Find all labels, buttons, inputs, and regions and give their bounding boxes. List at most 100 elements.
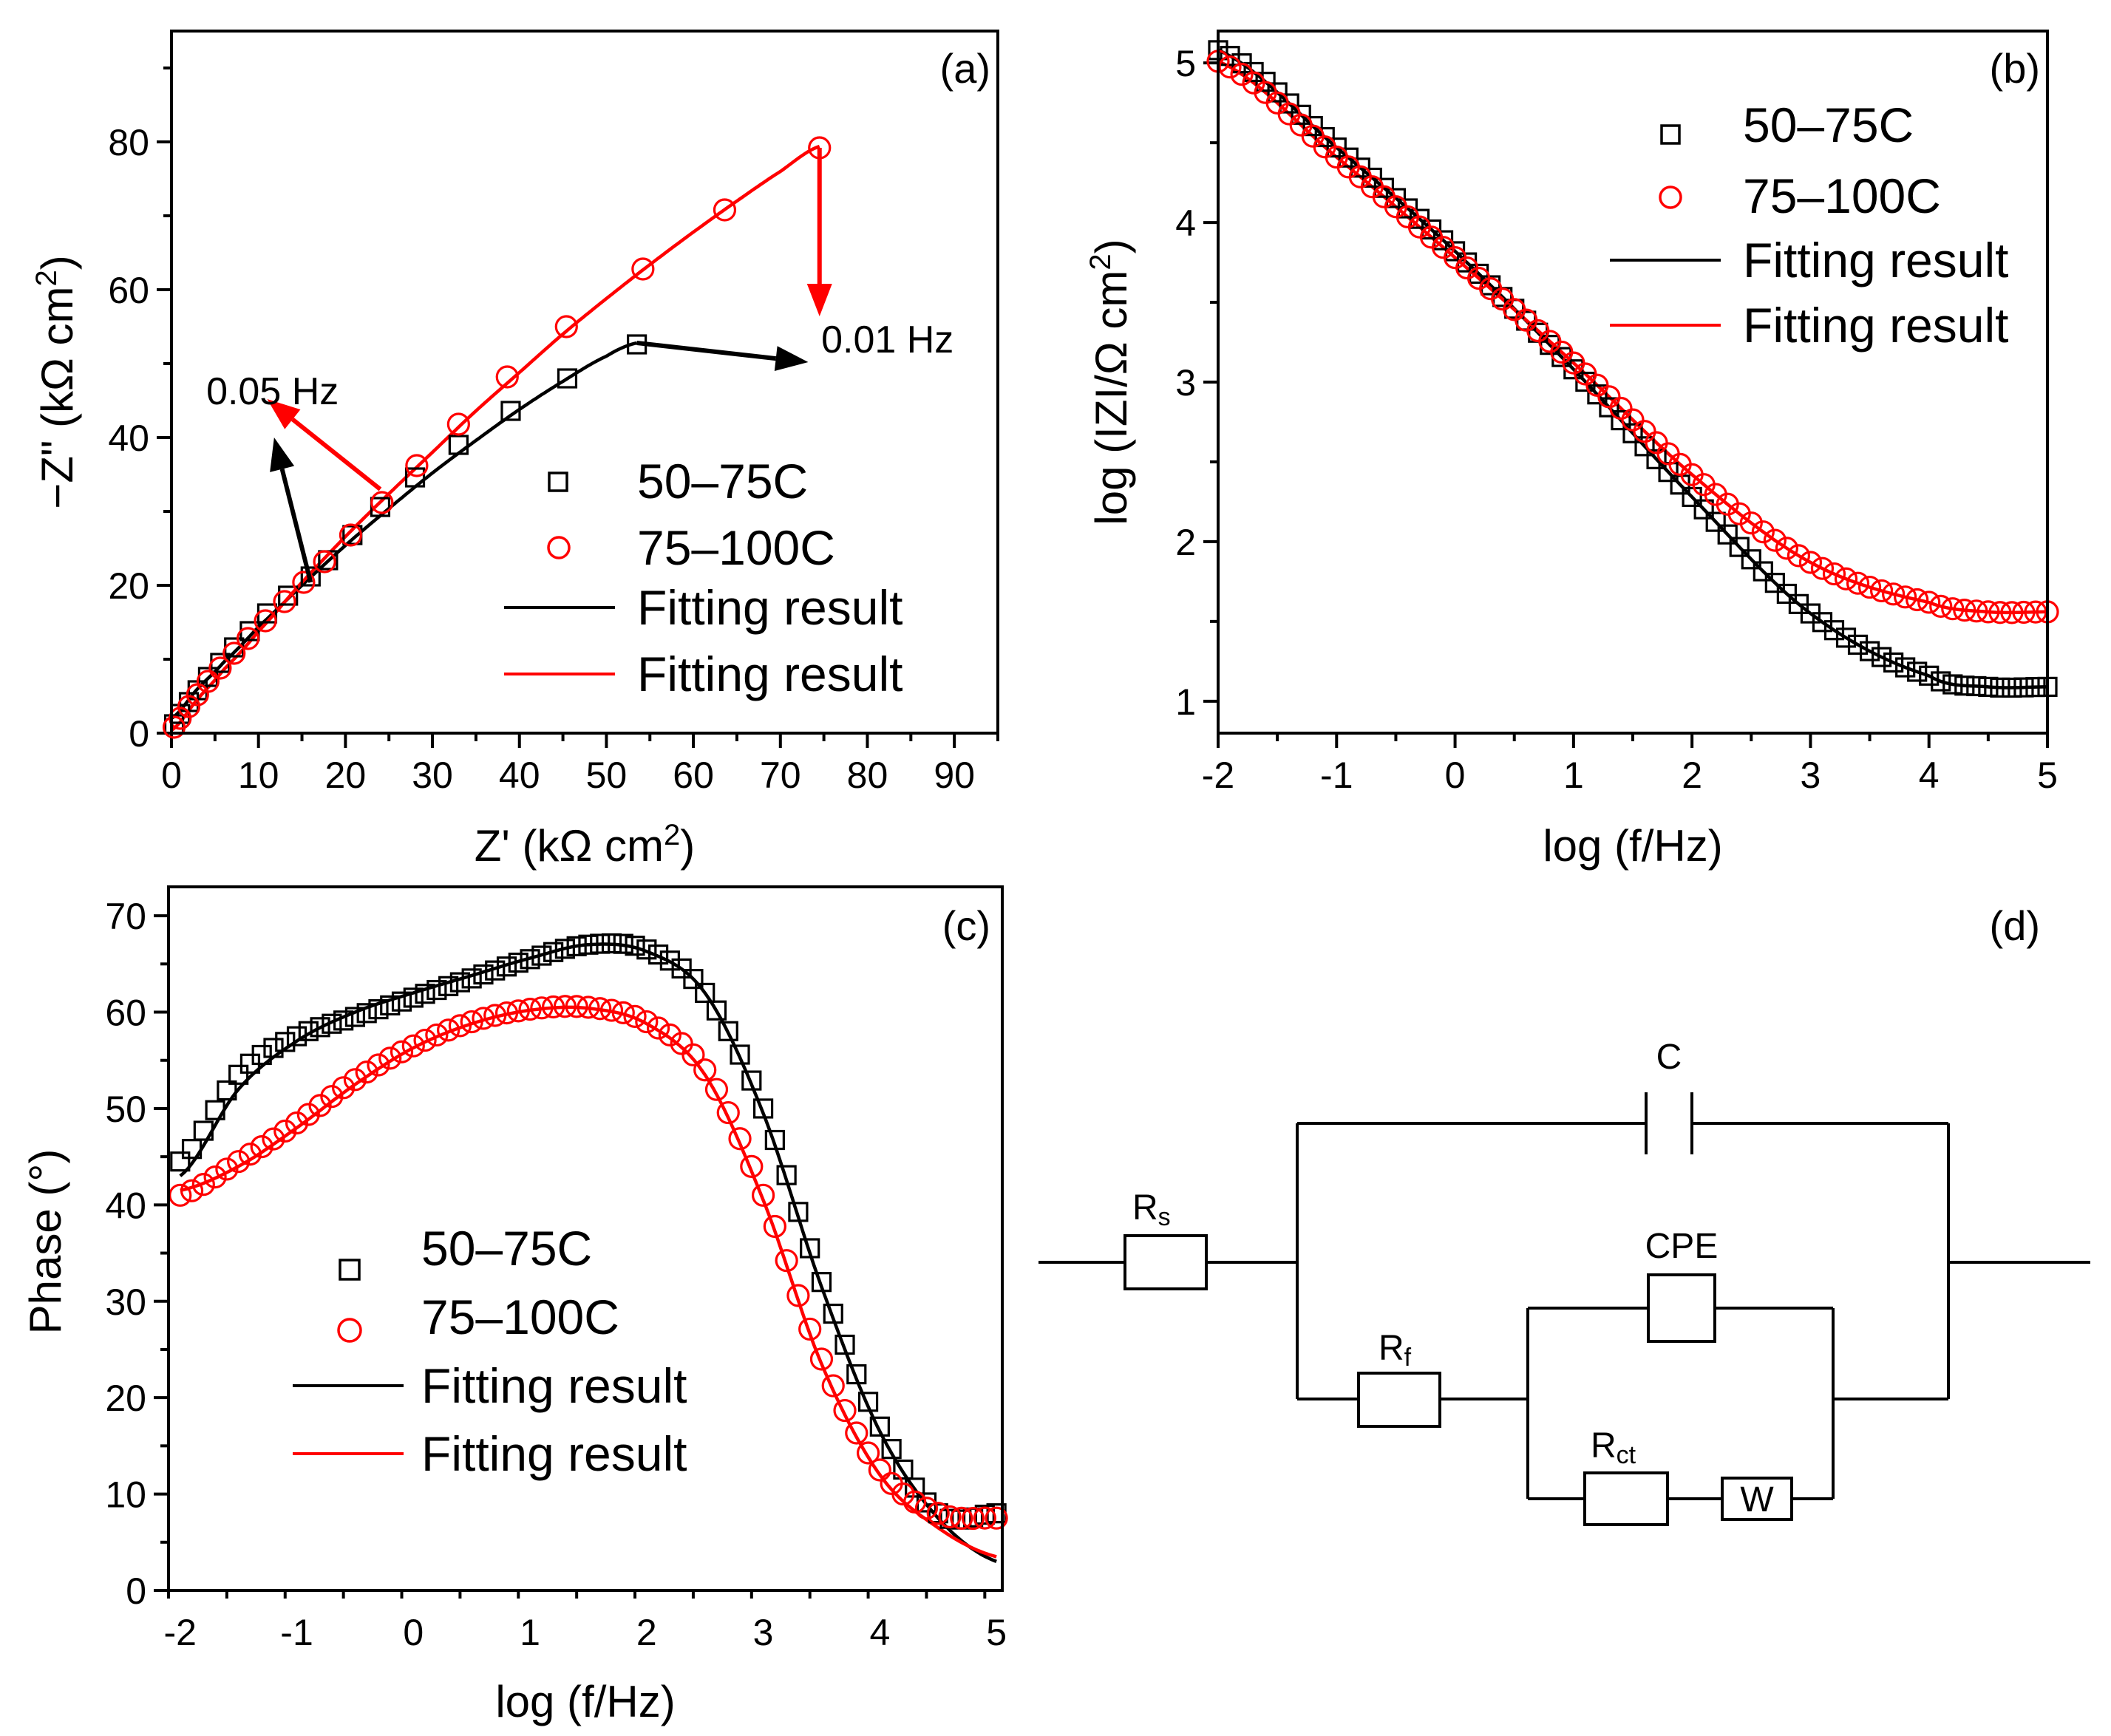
panel-a: 0 10 20 30 40 50 60 70 80 90 0 20 40 60 80 (a) 0.05 Hz… <box>30 30 999 871</box>
y-tick-label: 0 <box>126 1570 146 1612</box>
legend-label-fit-black: Fitting result <box>637 580 902 635</box>
marker-square <box>741 1070 762 1091</box>
y-tick-label: 20 <box>108 565 149 607</box>
label-rs: Rs <box>1132 1188 1171 1231</box>
marker-circle <box>227 1150 251 1174</box>
marker-square <box>578 934 599 955</box>
legend-label-75-100c: 75–100C <box>1743 169 1941 223</box>
marker-circle <box>1917 590 1941 614</box>
marker-circle <box>1929 594 1953 618</box>
panel-a-legend: 50–75C 75–100C Fitting result Fitting re… <box>504 454 902 701</box>
marker-square <box>1385 188 1407 208</box>
x-tick-label: 2 <box>636 1612 657 1653</box>
marker-circle <box>1585 373 1609 397</box>
marker-square <box>800 1238 820 1259</box>
marker-circle <box>273 1119 297 1143</box>
marker-square <box>857 1392 879 1412</box>
label-rct: Rct <box>1591 1426 1636 1469</box>
x-tick-label: 80 <box>847 755 888 796</box>
marker-square <box>1847 634 1869 655</box>
marker-square <box>1291 104 1311 125</box>
element-cpe <box>1647 1273 1716 1343</box>
marker-square <box>170 1151 191 1172</box>
marker-square <box>217 1080 237 1101</box>
marker-circle <box>985 1506 1008 1530</box>
marker-circle <box>681 1043 705 1066</box>
marker-square <box>695 982 715 1004</box>
marker-square <box>1409 208 1430 229</box>
marker-circle <box>378 1046 402 1070</box>
legend-marker-square <box>548 472 568 492</box>
x-tick-label: 4 <box>869 1612 890 1653</box>
marker-square <box>461 968 482 989</box>
marker-square <box>193 1120 214 1141</box>
panel-a-label: (a) <box>940 45 990 92</box>
panel-c-markers <box>169 933 1008 1531</box>
x-tick-label: 30 <box>412 755 453 796</box>
marker-circle <box>623 1004 647 1028</box>
marker-circle <box>1810 556 1835 580</box>
marker-circle <box>1609 396 1633 421</box>
marker-square <box>928 1503 948 1524</box>
marker-square <box>566 936 587 956</box>
marker-circle <box>208 656 232 680</box>
marker-circle <box>1857 575 1882 599</box>
marker-square <box>404 467 426 488</box>
marker-circle <box>472 1007 495 1030</box>
marker-circle <box>292 571 316 594</box>
y-tick-label: 80 <box>108 122 149 163</box>
panel-b-label: (b) <box>1990 45 2040 92</box>
marker-square <box>1362 167 1382 188</box>
marker-square <box>1978 676 1999 697</box>
marker-circle <box>177 695 201 718</box>
marker-circle <box>285 1111 309 1135</box>
marker-circle <box>494 1001 519 1025</box>
marker-square <box>1599 397 1619 418</box>
marker-circle <box>961 1506 985 1531</box>
marker-circle <box>483 1004 507 1027</box>
marker-circle <box>914 1497 939 1520</box>
x-tick-label: 60 <box>673 755 714 796</box>
marker-square <box>278 585 299 606</box>
legend-label-fit-red: Fitting result <box>1743 298 2008 353</box>
fit-line <box>180 1005 997 1559</box>
panel-c-legend: 50–75C 75–100C Fitting result Fitting re… <box>293 1221 687 1481</box>
y-tick-label: 60 <box>108 270 149 311</box>
marker-square <box>426 979 447 1001</box>
marker-square <box>905 1477 925 1498</box>
marker-circle <box>355 1061 378 1084</box>
arrow-head <box>267 399 301 429</box>
marker-square <box>1753 561 1773 582</box>
marker-circle <box>203 1165 227 1189</box>
y-tick-label: 10 <box>105 1474 146 1516</box>
panel-b-ylabel: log (IZI/Ω cm2) <box>1084 239 1136 525</box>
marker-square <box>205 1100 225 1120</box>
marker-circle <box>401 1034 425 1058</box>
marker-square <box>300 566 321 587</box>
marker-square <box>823 1303 843 1324</box>
marker-square <box>415 984 435 1004</box>
marker-square <box>1717 524 1738 545</box>
marker-circle <box>891 1482 915 1506</box>
arrow-head <box>270 438 295 472</box>
x-tick-label: 10 <box>238 755 279 796</box>
x-tick-label: 50 <box>586 755 628 796</box>
marker-square <box>333 1010 354 1031</box>
marker-circle <box>821 1374 845 1398</box>
marker-circle <box>903 1490 927 1514</box>
y-tick-label: 1 <box>1175 681 1196 723</box>
x-tick-label: -2 <box>1202 755 1234 796</box>
marker-circle <box>647 1016 670 1040</box>
marker-circle <box>716 1100 740 1125</box>
marker-circle <box>215 1157 239 1181</box>
marker-circle <box>599 998 624 1022</box>
marker-square <box>1741 549 1761 570</box>
marker-circle <box>437 1018 460 1042</box>
marker-square <box>531 945 552 966</box>
marker-circle <box>238 1143 262 1166</box>
marker-square <box>1883 652 1904 673</box>
marker-square <box>1255 72 1276 92</box>
marker-circle <box>370 491 394 514</box>
panel-c-label: (c) <box>942 902 990 949</box>
marker-circle <box>1763 528 1787 552</box>
